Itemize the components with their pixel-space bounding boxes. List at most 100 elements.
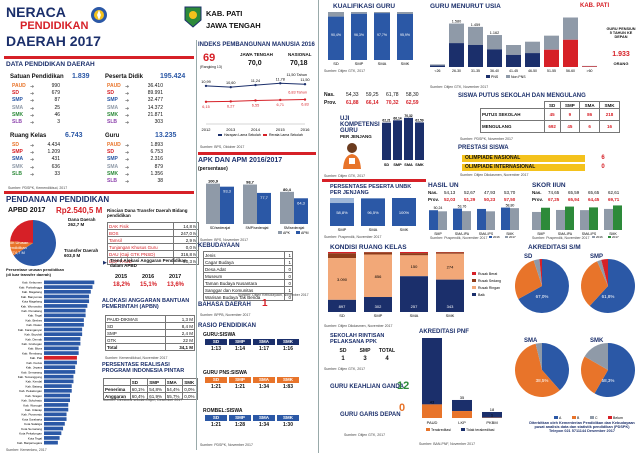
table-key: PUTUS SEKOLAH [480, 108, 545, 121]
usia-source: Sumber: Ditjen GTK, November 2017 [430, 85, 489, 89]
legend-label: Non PNS [511, 75, 526, 79]
putus-title: SISWA PUTUS SEKOLAH DAN MENGULANG [458, 93, 586, 99]
region-label: Kota Salatiga [24, 422, 42, 426]
ipm-source: Sumber: BPS, Oktober 2017 [200, 145, 245, 149]
rasio-value: 1:16 [282, 346, 293, 352]
stat-key: SD [107, 90, 114, 97]
ipm-jateng-label: JAWA TENGAH [240, 52, 273, 57]
table-value: 65,59 [568, 190, 580, 195]
rusak-ringan-bar [436, 253, 464, 280]
rata-point [303, 98, 307, 101]
arrow-icon: ➜ [125, 98, 130, 105]
apbd-label: APBD 2017 [8, 207, 46, 214]
table-key: Penerima [103, 385, 131, 393]
region-bar [44, 393, 70, 398]
apk-subtitle: (persentase) [198, 166, 228, 172]
rasio-value: 1:21 [234, 384, 245, 390]
region-label: Kab. Jepara [26, 366, 43, 370]
apk-bar [206, 183, 220, 224]
rincian-title: Rincian Dana Transfer Daerah Bidang pend… [107, 208, 188, 218]
arrow-icon: ➜ [125, 120, 130, 126]
pns-bar [468, 44, 483, 67]
arrow-icon: ➜ [125, 112, 130, 119]
table-value: 1,3 M [164, 315, 196, 323]
value-label: 1.580 [452, 20, 462, 24]
rasio-col: SMA [253, 377, 275, 383]
category-label: SD [333, 61, 339, 66]
pati-regency-logo-icon [184, 6, 202, 28]
region-bar [44, 398, 70, 403]
putus-source: Sumber: PDSPK, November 2017 [460, 137, 513, 141]
kualifikasi-source: Sumber: Ditjen GTK, 2017 [324, 69, 366, 73]
ppk-value: 1 [341, 356, 345, 362]
table-value: 65,65 [588, 190, 600, 195]
prestasi-label: OLIMPIADE NASIONAL [462, 155, 585, 162]
table-header: SMK [599, 101, 620, 109]
pie-title: SD [524, 254, 533, 260]
region-bar [44, 332, 83, 337]
region-bar [44, 280, 95, 285]
category-label: SMA-IPA [455, 232, 470, 236]
legend-label: Rusak Sedang [478, 279, 501, 283]
stat-value: 87 [54, 97, 60, 104]
apk-label: 80,4 [283, 187, 292, 192]
guru-label: Guru [105, 133, 120, 139]
rasio-col: SMK [277, 377, 299, 383]
ipm-nasional-label: NASIONAL [288, 52, 312, 57]
stat-key: SMA [107, 104, 119, 111]
divider [318, 0, 319, 453]
apbd-pie [9, 220, 57, 266]
apm-bar [220, 186, 234, 224]
unbk-title: PERSENTASE PESERTA UNBK PER JENJANG [330, 184, 412, 196]
arrow-icon: ➜ [125, 179, 130, 185]
region-bar [44, 407, 69, 412]
daerah-value: 0 [399, 402, 406, 414]
baik-label: 302 [375, 304, 382, 309]
row-label: Prov. [532, 197, 543, 202]
region-label: Kab. Demak [25, 337, 42, 341]
age-label: 56-60 [566, 69, 575, 73]
title-line-2: PENDIDIKAN [20, 20, 89, 32]
pie-title: SMA [524, 338, 538, 344]
uji-value: 70,32 [386, 100, 399, 106]
keahlian-value: 12 [397, 380, 410, 392]
stat-key: SLB [107, 119, 117, 125]
category-label: SD/sederajat [210, 226, 230, 230]
data-pendidikan-source: Sumber: PDSPK, Kemendikbud, 2017 [8, 186, 68, 190]
stat-key: SD [12, 142, 19, 148]
ipm-line-chart: 10,99 10,60 11,24 11,78 11,50 6,15 6,27 6,55 6,7… [201, 73, 310, 137]
harapan-label: 10,99 [201, 80, 211, 84]
table-header: SMP [559, 101, 581, 109]
table-row: BOP PAUD 20,3 M [106, 257, 199, 265]
rasio-value: 1:34 [258, 384, 269, 390]
table-row: Total 34,1 M [105, 343, 196, 351]
legend-swatch [278, 231, 282, 234]
stat-key: SD [12, 90, 19, 97]
pie-label: 38,5% [536, 378, 549, 383]
rasio-value: 1:21 [210, 384, 221, 390]
persen-urusan-title: Persentase urusan pendidikan (di luar tr… [6, 267, 65, 277]
rasio-col: SMK [277, 339, 299, 345]
rasio-group-label: GURU PNS:SISWA [203, 370, 248, 376]
stat-key: SMA [107, 163, 119, 170]
uji-label: 62,21 [382, 119, 390, 123]
s1-bar [351, 13, 367, 60]
legend-swatch [506, 75, 510, 78]
region-bar [44, 431, 62, 436]
region-bar [44, 351, 79, 355]
rasio-col: SMA [253, 415, 275, 421]
harapan-point [229, 85, 232, 89]
stat-value: 36.410 [147, 83, 163, 89]
stat-key: PAUD [12, 83, 26, 89]
bar-2017 [565, 206, 574, 230]
prestasi-value: 0 [601, 164, 605, 170]
data-pendidikan-title: DATA PENDIDIKAN DAERAH [6, 61, 95, 68]
table-row: Tunjangan Khusus Guru 0,0 M [106, 243, 199, 251]
pie-slice [535, 343, 542, 370]
legend-label: Baik [478, 293, 485, 297]
legend-swatch [472, 279, 476, 282]
category-label: SMA [410, 313, 419, 318]
year-tick: 2014 [251, 127, 261, 132]
pie-slice [515, 260, 542, 300]
pie-slice [542, 343, 569, 391]
